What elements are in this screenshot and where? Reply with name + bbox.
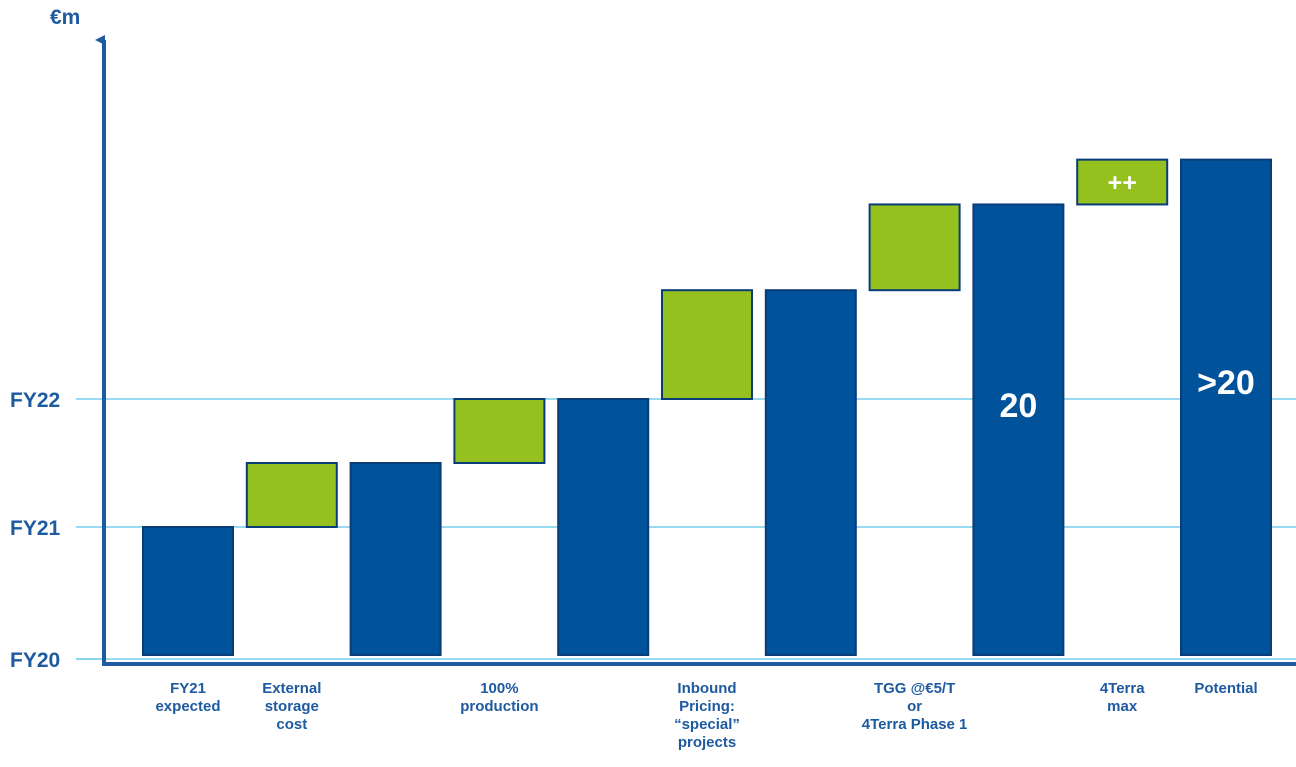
x-category-label: 4Terra max xyxy=(1100,680,1145,715)
total-bar-6 xyxy=(764,289,857,656)
x-category-label: TGG @€5/T or 4Terra Phase 1 xyxy=(862,680,968,733)
bar-value-label: >20 xyxy=(1197,364,1255,402)
x-category-label: Potential xyxy=(1194,680,1257,697)
increment-bar-7 xyxy=(868,203,961,292)
value-labels: 20 ++ >20 xyxy=(999,169,1254,425)
increment-bar-1 xyxy=(245,462,338,528)
x-category-labels: FY21 expected External storage cost 100% produ… xyxy=(155,680,1257,751)
total-bar-0 xyxy=(142,526,234,656)
x-category-label: 100% production xyxy=(460,680,538,715)
gridlines xyxy=(76,398,1296,660)
bar-value-label: ++ xyxy=(1108,169,1137,197)
bar-value-label: 20 xyxy=(999,387,1037,425)
y-tick-label: FY22 xyxy=(10,389,60,412)
bars xyxy=(142,158,1272,656)
y-tick-label: FY21 xyxy=(10,517,61,540)
increment-bar-3 xyxy=(453,398,546,464)
y-tick-label: FY20 xyxy=(10,649,60,672)
total-bar-8 xyxy=(972,203,1065,656)
increment-bar-9 xyxy=(1076,158,1169,206)
y-tick-labels: FY20 FY21 FY22 xyxy=(10,389,61,672)
total-bar-2 xyxy=(349,462,442,656)
increment-bar-5 xyxy=(661,289,753,401)
y-axis-title: €m xyxy=(50,6,80,29)
total-bar-4 xyxy=(557,398,650,656)
x-category-label: Inbound Pricing: “special” projects xyxy=(674,680,740,751)
total-bar-10 xyxy=(1180,158,1272,656)
axes: €m xyxy=(50,6,1296,666)
x-category-label: External storage cost xyxy=(262,680,321,733)
x-category-label: FY21 expected xyxy=(155,680,220,715)
